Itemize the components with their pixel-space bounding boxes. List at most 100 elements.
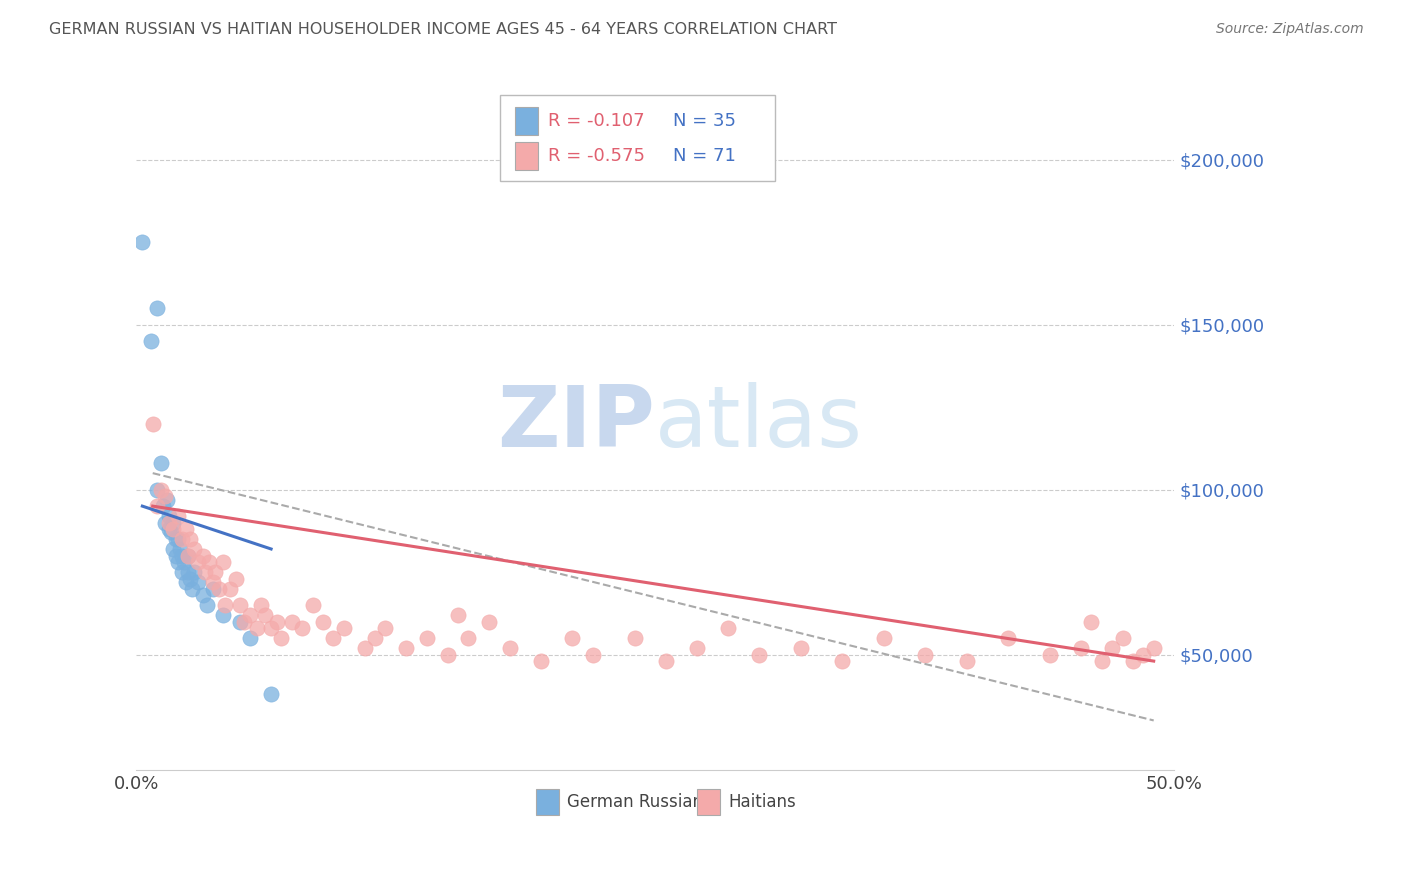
Point (249, 598, 271, 612)
Point (152, 499, 174, 513)
Point (187, 574, 209, 589)
Point (187, 555, 209, 569)
Text: GERMAN RUSSIAN VS HAITIAN HOUSEHOLDER INCOME AGES 45 - 64 YEARS CORRELATION CHAR: GERMAN RUSSIAN VS HAITIAN HOUSEHOLDER IN… (49, 22, 837, 37)
Text: R = -0.107: R = -0.107 (548, 112, 645, 130)
Point (212, 607, 235, 622)
Point (225, 572, 247, 586)
Point (239, 631, 262, 645)
Point (266, 615, 288, 629)
Point (153, 489, 176, 503)
Point (174, 522, 197, 536)
Point (301, 598, 323, 612)
Point (1122, 654, 1144, 668)
Point (873, 631, 896, 645)
Point (748, 648, 770, 662)
Point (173, 555, 195, 569)
Point (956, 654, 979, 668)
Point (291, 621, 314, 635)
Point (1143, 640, 1166, 655)
Point (416, 631, 439, 645)
Text: Haitians: Haitians (728, 793, 796, 811)
Point (146, 301, 169, 316)
Point (177, 565, 200, 579)
Point (157, 508, 180, 523)
Point (1101, 640, 1123, 655)
Point (686, 640, 709, 655)
Point (191, 588, 214, 602)
Point (245, 621, 267, 635)
Point (142, 417, 165, 431)
Point (447, 607, 470, 622)
Point (194, 565, 217, 579)
Point (183, 565, 205, 579)
Bar (515, 107, 538, 135)
Point (831, 654, 853, 668)
Point (169, 541, 191, 556)
Point (204, 565, 226, 579)
Point (260, 621, 283, 635)
Text: N = 35: N = 35 (673, 112, 735, 130)
Point (333, 621, 356, 635)
Point (183, 541, 205, 556)
Point (166, 532, 188, 546)
Point (198, 555, 221, 569)
Point (170, 565, 193, 579)
Text: atlas: atlas (655, 382, 863, 465)
Text: R = -0.575: R = -0.575 (548, 146, 645, 165)
Point (364, 631, 387, 645)
Point (281, 615, 304, 629)
Point (146, 483, 169, 497)
Point (170, 532, 193, 546)
Point (478, 615, 501, 629)
Point (166, 508, 188, 523)
FancyBboxPatch shape (499, 95, 775, 181)
Point (229, 598, 252, 612)
Point (654, 654, 676, 668)
Text: N = 71: N = 71 (673, 146, 735, 165)
Point (374, 621, 396, 635)
Point (395, 640, 418, 655)
Point (162, 541, 184, 556)
Point (229, 615, 252, 629)
Point (139, 334, 162, 349)
Point (179, 532, 201, 546)
Point (157, 516, 180, 530)
Point (499, 640, 522, 655)
Point (191, 549, 214, 563)
Point (530, 654, 553, 668)
Point (623, 631, 645, 645)
Point (253, 607, 276, 622)
Point (166, 555, 188, 569)
Point (239, 607, 262, 622)
Text: Source: ZipAtlas.com: Source: ZipAtlas.com (1216, 22, 1364, 37)
Point (181, 582, 204, 596)
Point (165, 532, 187, 546)
Point (174, 574, 197, 589)
Point (160, 525, 183, 540)
Point (997, 631, 1019, 645)
Point (214, 598, 236, 612)
Point (1080, 615, 1102, 629)
Point (270, 631, 292, 645)
Point (561, 631, 583, 645)
Point (717, 621, 740, 635)
Text: ZIP: ZIP (498, 382, 655, 465)
Point (150, 483, 173, 497)
Point (156, 492, 179, 507)
Text: German Russians: German Russians (567, 793, 711, 811)
Point (233, 615, 256, 629)
Point (170, 549, 193, 563)
Point (436, 648, 458, 662)
Point (177, 549, 200, 563)
Point (218, 582, 240, 596)
Point (177, 549, 200, 563)
Point (131, 235, 153, 250)
Point (1091, 654, 1114, 668)
Point (914, 648, 936, 662)
Point (1132, 648, 1154, 662)
Point (179, 572, 201, 586)
Point (150, 456, 173, 470)
Point (157, 522, 180, 536)
Point (1070, 640, 1092, 655)
Point (789, 640, 811, 655)
